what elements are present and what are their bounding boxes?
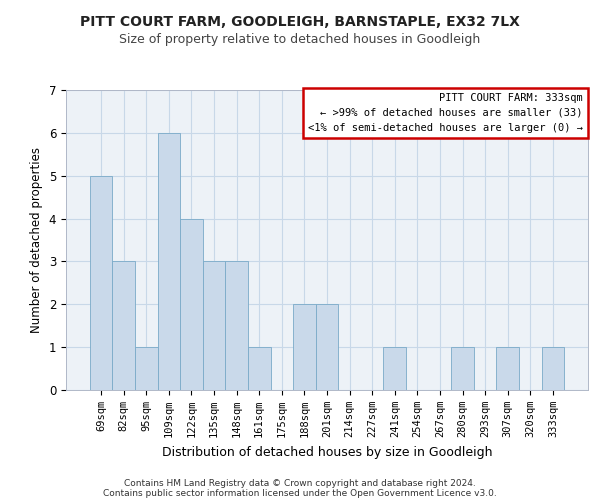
Bar [293, 304, 316, 390]
Text: PITT COURT FARM, GOODLEIGH, BARNSTAPLE, EX32 7LX: PITT COURT FARM, GOODLEIGH, BARNSTAPLE, … [80, 15, 520, 29]
Bar [90, 176, 112, 390]
Y-axis label: Number of detached properties: Number of detached properties [30, 147, 43, 333]
Text: PITT COURT FARM: 333sqm
← >99% of detached houses are smaller (33)
<1% of semi-d: PITT COURT FARM: 333sqm ← >99% of detach… [308, 93, 583, 132]
Bar [248, 347, 271, 390]
X-axis label: Distribution of detached houses by size in Goodleigh: Distribution of detached houses by size … [162, 446, 492, 458]
Text: Contains HM Land Registry data © Crown copyright and database right 2024.: Contains HM Land Registry data © Crown c… [124, 478, 476, 488]
Text: Contains public sector information licensed under the Open Government Licence v3: Contains public sector information licen… [103, 488, 497, 498]
Bar [112, 262, 135, 390]
Bar [226, 262, 248, 390]
Text: Size of property relative to detached houses in Goodleigh: Size of property relative to detached ho… [119, 32, 481, 46]
Bar [496, 347, 519, 390]
Bar [158, 133, 180, 390]
Bar [203, 262, 226, 390]
Bar [451, 347, 474, 390]
Bar [135, 347, 158, 390]
Bar [180, 218, 203, 390]
Bar [383, 347, 406, 390]
Bar [316, 304, 338, 390]
Bar [542, 347, 564, 390]
